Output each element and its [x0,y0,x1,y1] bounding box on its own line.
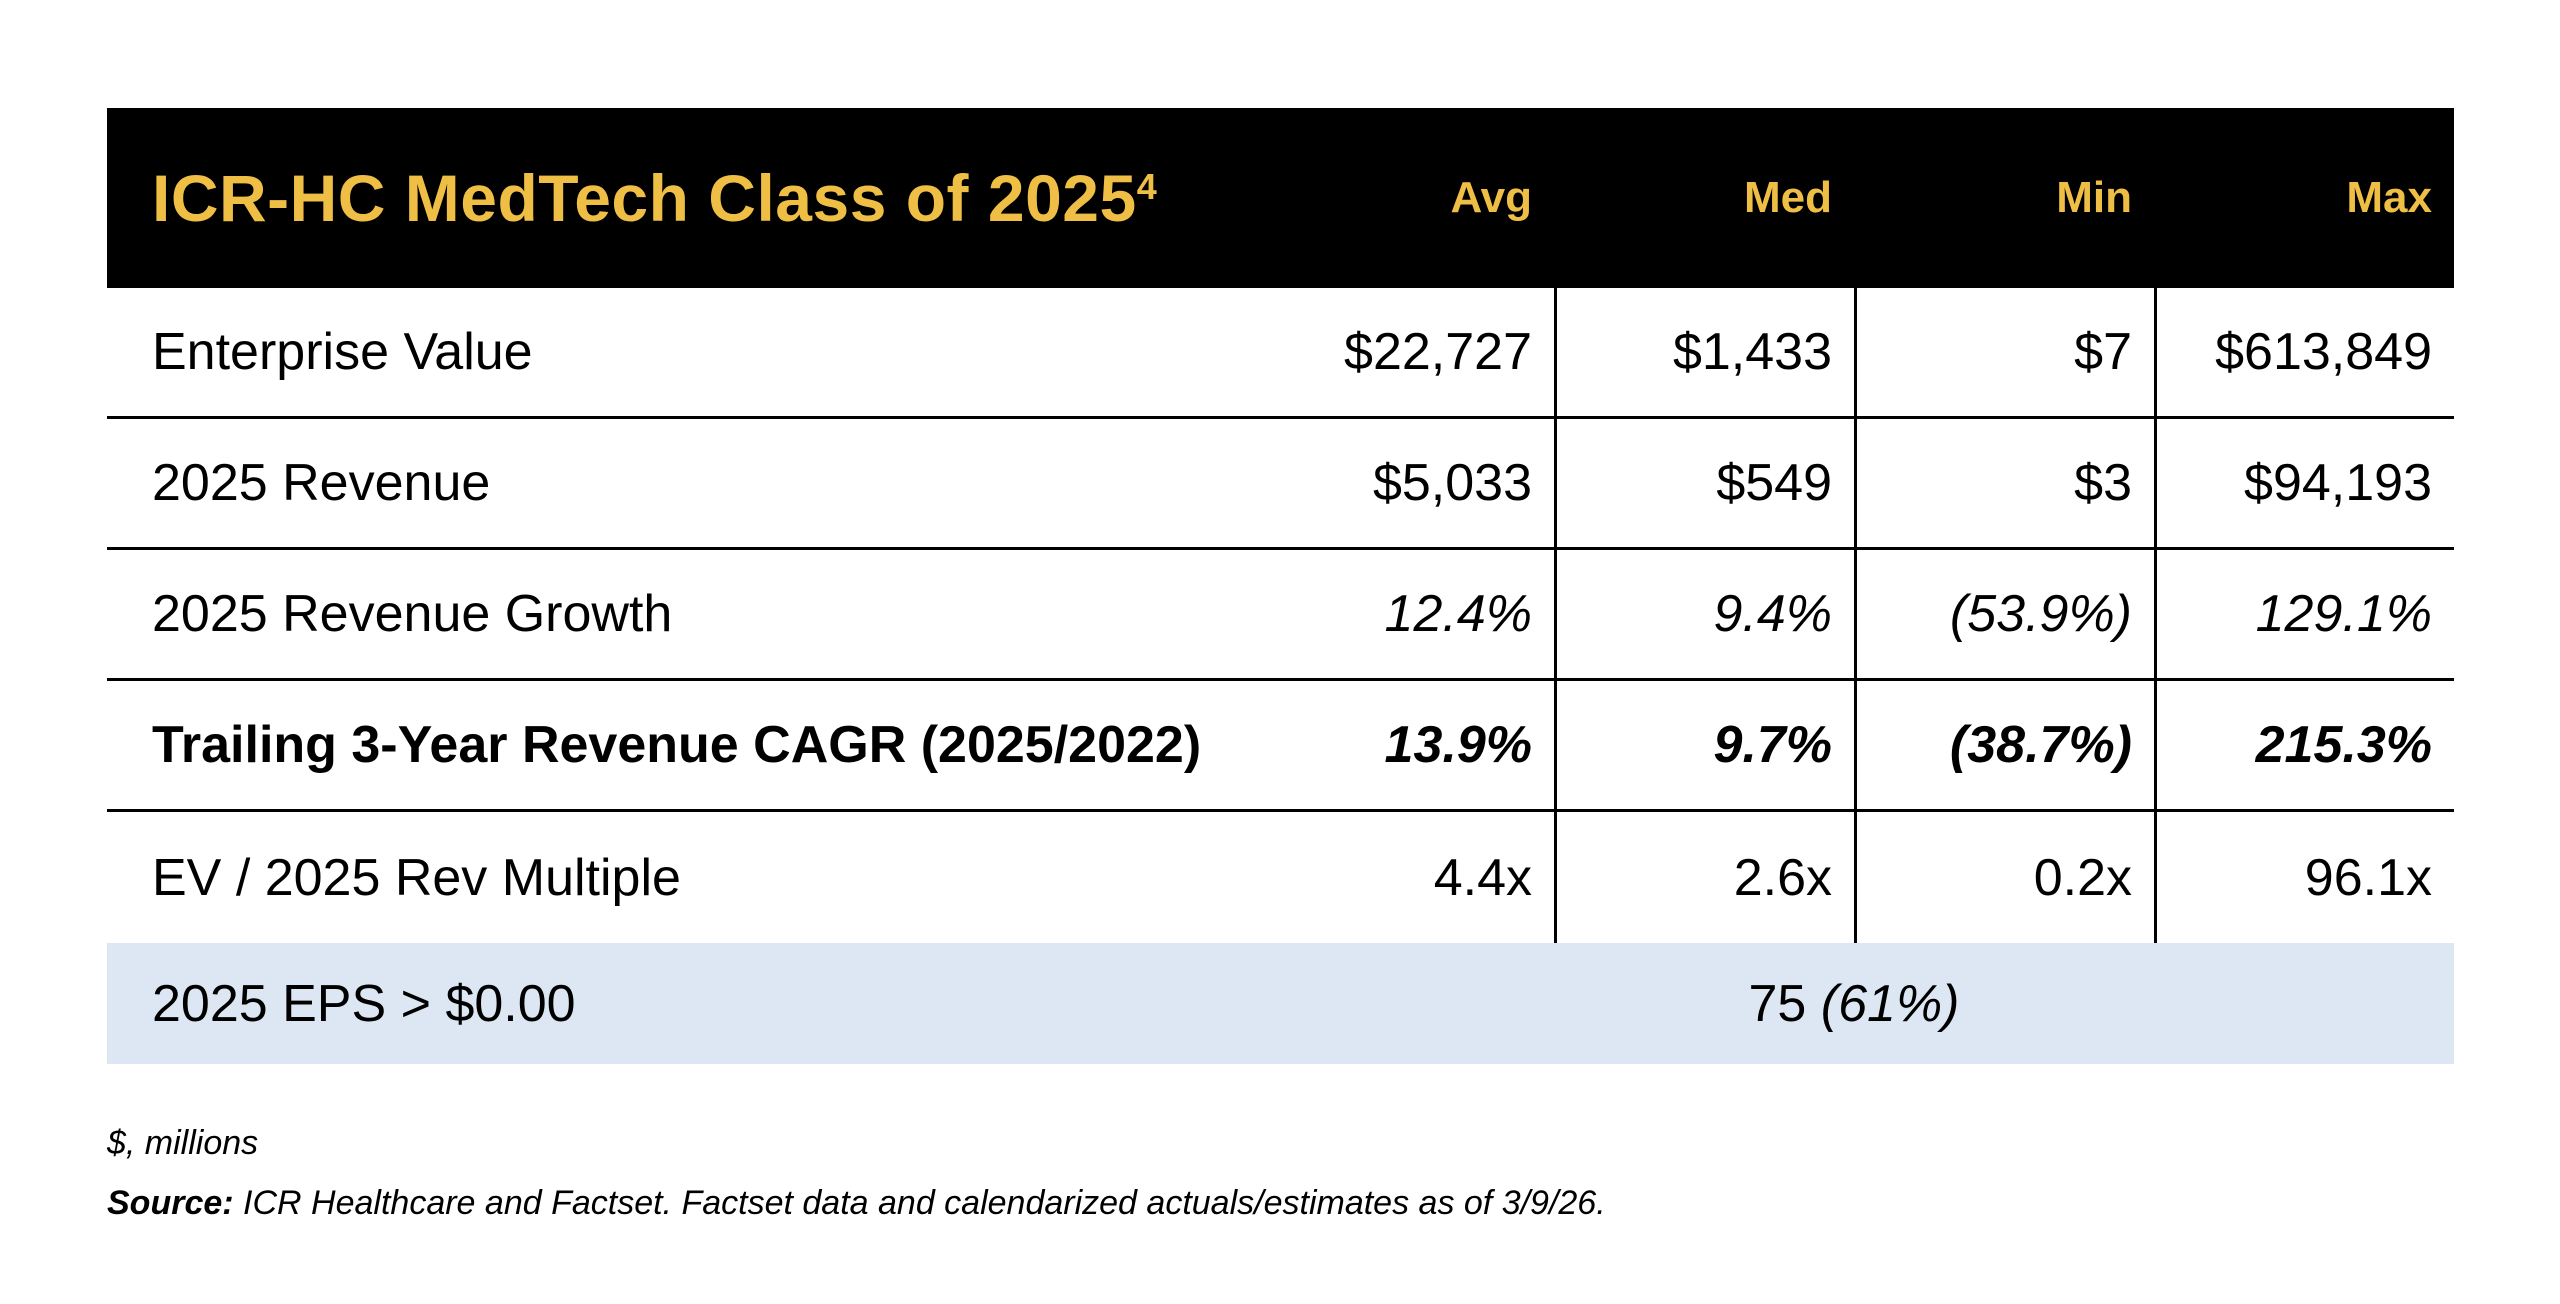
column-header-min: Min [2056,173,2132,222]
summary-value: 75 (61%) [1254,974,2454,1034]
cell-med: 9.7% [1554,681,1854,809]
medtech-class-stats-table: ICR-HC MedTech Class of 20254 Avg Med Mi… [107,108,2454,1064]
cell-max: $613,849 [2154,288,2454,416]
row-label: EV / 2025 Rev Multiple [152,848,681,907]
column-header-avg: Avg [1450,173,1533,222]
cell-med: 9.4% [1554,550,1854,678]
cell-min: $7 [1854,288,2154,416]
row-label: 2025 EPS > $0.00 [152,974,576,1033]
column-header-med: Med [1744,173,1832,222]
cell-avg: 12.4% [1384,585,1532,643]
row-label: Enterprise Value [152,323,533,381]
cell-avg: 13.9% [1384,716,1532,774]
cell-avg: $5,033 [1372,454,1532,512]
table-header: ICR-HC MedTech Class of 20254 Avg Med Mi… [107,108,2454,288]
row-label: 2025 Revenue Growth [152,585,673,643]
row-enterprise-value: Enterprise Value $22,727 $1,433 $7 $613,… [107,288,2454,419]
cell-med: $549 [1554,419,1854,547]
row-label: Trailing 3-Year Revenue CAGR (2025/2022) [152,716,1202,774]
cell-avg: 4.4x [1433,848,1532,907]
row-2025-revenue: 2025 Revenue $5,033 $549 $3 $94,193 [107,419,2454,550]
cell-max: 215.3% [2154,681,2454,809]
cell-min: (53.9%) [1854,550,2154,678]
row-trailing-3yr-revenue-cagr: Trailing 3-Year Revenue CAGR (2025/2022)… [107,681,2454,812]
cell-med: $1,433 [1554,288,1854,416]
summary-count: 75 [1748,974,1807,1033]
table-title: ICR-HC MedTech Class of 20254 [107,160,1254,236]
row-ev-2025-rev-multiple: EV / 2025 Rev Multiple 4.4x 2.6x 0.2x 96… [107,812,2454,943]
column-header-max: Max [2346,173,2432,222]
title-footnote-marker: 4 [1136,165,1158,207]
units-footnote: $, millions [107,1124,259,1162]
cell-max: 96.1x [2154,812,2454,943]
row-2025-eps-positive: 2025 EPS > $0.00 75 (61%) [107,943,2454,1064]
source-footnote: Source: ICR Healthcare and Factset. Fact… [107,1184,1606,1223]
row-2025-revenue-growth: 2025 Revenue Growth 12.4% 9.4% (53.9%) 1… [107,550,2454,681]
table-title-text: ICR-HC MedTech Class of 2025 [152,161,1137,235]
source-text: ICR Healthcare and Factset. Factset data… [233,1184,1606,1222]
cell-min: $3 [1854,419,2154,547]
cell-med: 2.6x [1554,812,1854,943]
cell-min: 0.2x [1854,812,2154,943]
cell-max: 129.1% [2154,550,2454,678]
source-label: Source: [107,1184,234,1222]
cell-min: (38.7%) [1854,681,2154,809]
summary-percent: (61%) [1820,974,1960,1033]
cell-avg: $22,727 [1344,323,1532,381]
row-label: 2025 Revenue [152,454,491,512]
cell-max: $94,193 [2154,419,2454,547]
